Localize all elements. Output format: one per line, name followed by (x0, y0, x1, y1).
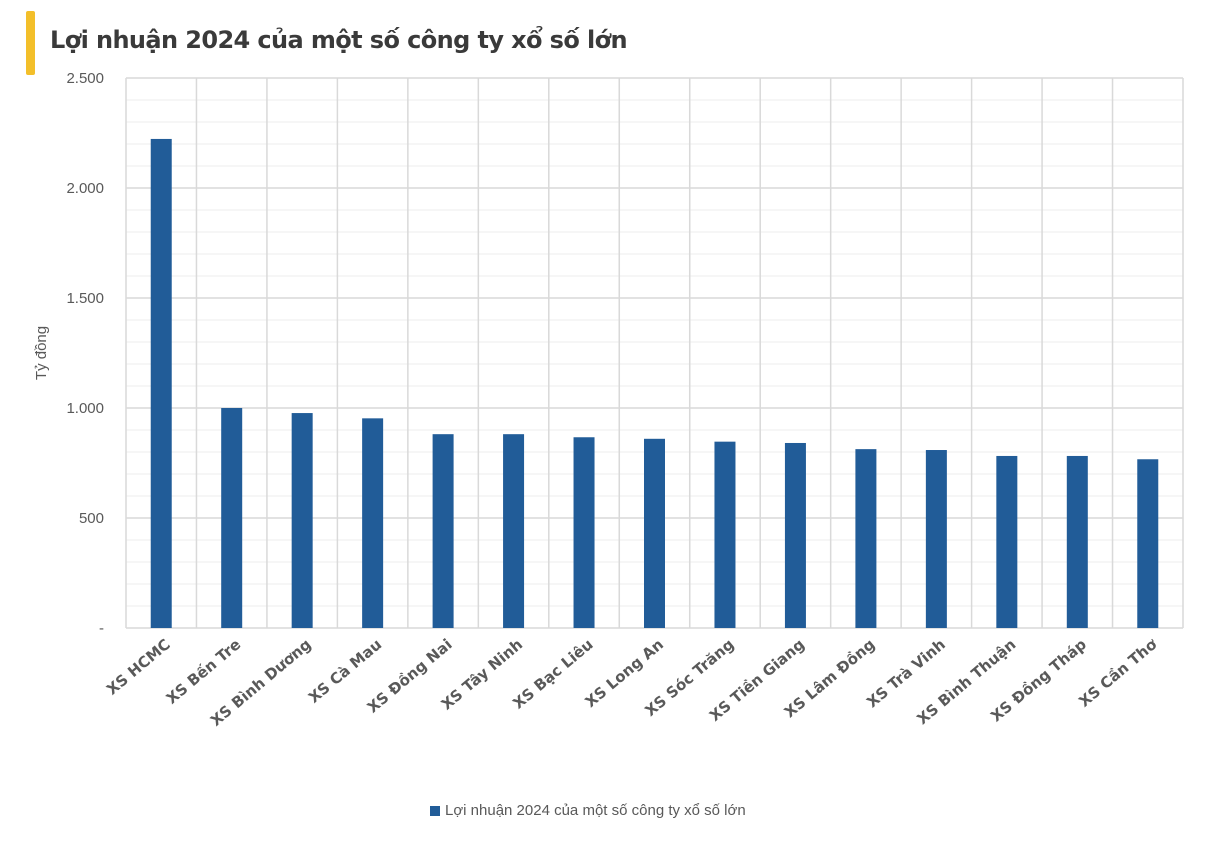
bar (432, 434, 454, 628)
legend-swatch (430, 805, 440, 816)
y-tick-label: 2.500 (66, 70, 104, 87)
bar (714, 441, 736, 628)
y-tick-label: 1.500 (66, 290, 104, 307)
bar (573, 437, 595, 628)
title-accent-bar (26, 11, 35, 75)
y-tick-label: - (99, 620, 104, 637)
legend-label: Lợi nhuận 2024 của một số công ty xổ số … (445, 802, 746, 819)
y-tick-label: 500 (79, 510, 104, 527)
y-axis-ticks: - 500 1.000 1.500 2.000 2.500 (66, 70, 104, 637)
y-tick-label: 2.000 (66, 180, 104, 197)
bar (150, 138, 172, 628)
bar (996, 455, 1018, 628)
x-tick-label: XS Cần Thơ (1075, 635, 1161, 711)
bar (925, 450, 947, 628)
category-gridlines (125, 78, 1184, 628)
x-tick-label: XS HCMC (103, 635, 174, 698)
bar (503, 434, 525, 628)
y-tick-label: 1.000 (66, 400, 104, 417)
legend: Lợi nhuận 2024 của một số công ty xổ số … (430, 802, 746, 819)
chart-title: Lợi nhuận 2024 của một số công ty xổ số … (50, 26, 628, 54)
bar (362, 418, 384, 628)
bar (291, 413, 313, 628)
bars (150, 138, 1159, 628)
bar (1137, 459, 1159, 628)
bar (221, 408, 243, 628)
bar (1066, 455, 1088, 628)
y-axis-label: Tỷ đồng (33, 326, 50, 380)
bar (644, 438, 665, 628)
bar (784, 442, 806, 628)
bar (855, 449, 877, 628)
